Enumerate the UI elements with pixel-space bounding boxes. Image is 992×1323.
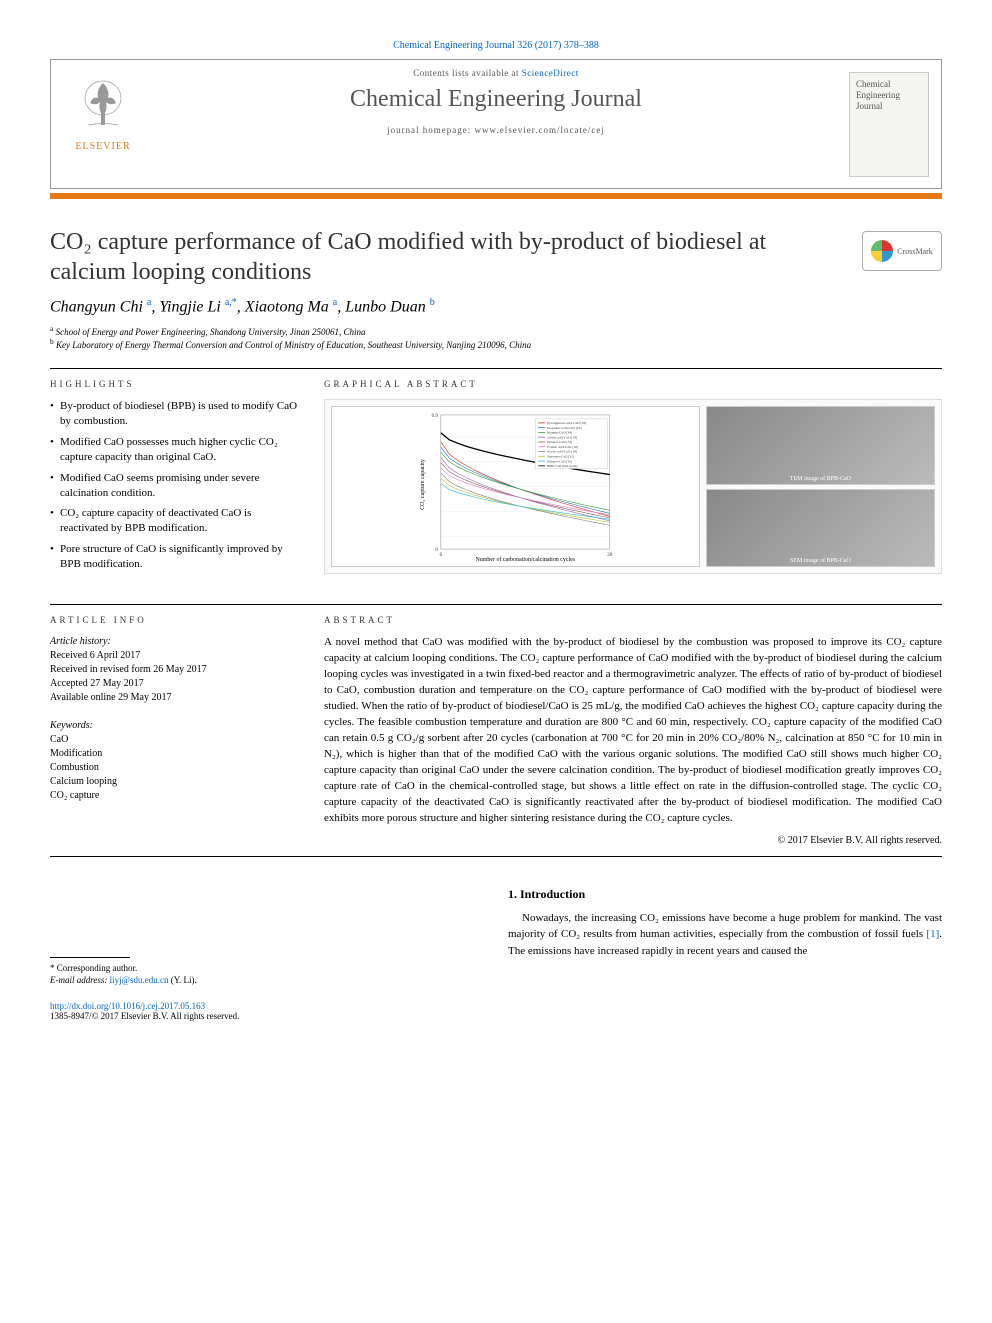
crossmark-icon	[871, 240, 893, 262]
svg-text:Formic acid-CaO [18]: Formic acid-CaO [18]	[547, 445, 578, 449]
journal-name: Chemical Engineering Journal	[51, 86, 941, 113]
ga-xlabel: Number of carbonation/calcination cycles	[475, 556, 575, 563]
ga-chart: Number of carbonation/calcination cycles…	[331, 406, 700, 567]
email-suffix: (Y. Li).	[168, 975, 196, 985]
elsevier-logo[interactable]: ELSEVIER	[63, 78, 143, 152]
graphical-abstract-section: GRAPHICAL ABSTRACT Number of carbonation…	[324, 379, 942, 574]
email-link[interactable]: liyj@sdu.edu.cn	[110, 975, 169, 985]
issn-line: 1385-8947/© 2017 Elsevier B.V. All right…	[50, 1011, 942, 1021]
keyword: CO₂ capture	[50, 789, 300, 803]
svg-text:BPB-CaO (this work): BPB-CaO (this work)	[547, 464, 577, 468]
keyword: Calcium looping	[50, 775, 300, 789]
footer-left-col: * Corresponding author. E-mail address: …	[50, 887, 484, 987]
article-info-section: ARTICLE INFO Article history: Received 6…	[50, 615, 300, 845]
affiliation-a-text: School of Energy and Power Engineering, …	[56, 327, 366, 337]
svg-text:Pyroligneous acid-CaO [18]: Pyroligneous acid-CaO [18]	[547, 421, 586, 425]
affiliation-b: b Key Laboratory of Energy Thermal Conve…	[50, 337, 942, 350]
abstract-section: ABSTRACT A novel method that CaO was mod…	[324, 615, 942, 845]
highlight-item: CO₂ capture capacity of deactivated CaO …	[50, 506, 300, 536]
article-title: CO₂ capture performance of CaO modified …	[50, 227, 830, 287]
article-info-head: ARTICLE INFO	[50, 615, 300, 625]
ga-tem-image: TEM image of BPB-CaO	[706, 406, 935, 485]
homepage-prefix: journal homepage:	[387, 125, 474, 135]
svg-text:0: 0	[435, 548, 438, 553]
abstract-head: ABSTRACT	[324, 615, 942, 625]
history-line: Accepted 27 May 2017	[50, 677, 300, 691]
keyword: Combustion	[50, 761, 300, 775]
doi-link[interactable]: http://dx.doi.org/10.1016/j.cej.2017.05.…	[50, 1001, 205, 1011]
ga-ylabel: CO₂ capture capacity	[420, 459, 426, 510]
highlight-item: Modified CaO possesses much higher cycli…	[50, 435, 300, 465]
svg-text:Manure-CaO [34]: Manure-CaO [34]	[547, 431, 572, 435]
keywords-label: Keywords:	[50, 719, 300, 733]
highlight-item: Pore structure of CaO is significantly i…	[50, 542, 300, 572]
intro-head: 1. Introduction	[508, 887, 942, 902]
abstract-copyright: © 2017 Elsevier B.V. All rights reserved…	[324, 835, 942, 846]
cover-title: Chemical Engineering Journal	[856, 79, 922, 111]
highlights-list: By-product of biodiesel (BPB) is used to…	[50, 399, 300, 571]
abstract-text: A novel method that CaO was modified wit…	[324, 635, 942, 826]
affiliation-a: a School of Energy and Power Engineering…	[50, 324, 942, 337]
history-line: Available online 29 May 2017	[50, 691, 300, 705]
rule-1	[50, 368, 942, 369]
authors: Changyun Chi a, Yingjie Li a,*, Xiaotong…	[50, 297, 942, 316]
svg-text:0: 0	[440, 553, 443, 558]
highlight-item: Modified CaO seems promising under sever…	[50, 471, 300, 501]
intro-col: 1. Introduction Nowadays, the increasing…	[508, 887, 942, 987]
affiliation-b-text: Key Laboratory of Energy Thermal Convers…	[56, 340, 531, 350]
orange-rule	[50, 193, 942, 199]
svg-text:Acetic acid-CaO [18]: Acetic acid-CaO [18]	[547, 450, 577, 454]
journal-header: ELSEVIER Contents lists available at Sci…	[50, 59, 942, 189]
ga-sem-image: SEM image of BPB-CaO	[706, 489, 935, 568]
highlights-section: HIGHLIGHTS By-product of biodiesel (BPB)…	[50, 379, 300, 594]
svg-text:Ethanol-CaO [19]: Ethanol-CaO [19]	[547, 441, 572, 445]
svg-text:0.9: 0.9	[432, 414, 439, 419]
svg-text:Oxalic acid-CaO [33]: Oxalic acid-CaO [33]	[547, 436, 577, 440]
svg-text:20: 20	[607, 553, 612, 558]
keyword: Modification	[50, 747, 300, 761]
contents-prefix: Contents lists available at	[413, 68, 521, 78]
rule-3	[50, 856, 942, 857]
history-line: Received in revised form 26 May 2017	[50, 663, 300, 677]
elsevier-name: ELSEVIER	[63, 141, 143, 152]
graphical-abstract-figure: Number of carbonation/calcination cycles…	[324, 399, 942, 574]
footnote-rule	[50, 957, 130, 958]
citation-link[interactable]: Chemical Engineering Journal 326 (2017) …	[393, 40, 599, 51]
ga-sem-label: SEM image of BPB-CaO	[790, 558, 851, 564]
corresponding-author: * Corresponding author.	[50, 962, 484, 975]
homepage-link[interactable]: www.elsevier.com/locate/cej	[475, 125, 605, 135]
crossmark-label: CrossMark	[897, 247, 933, 256]
email-line: E-mail address: liyj@sdu.edu.cn (Y. Li).	[50, 974, 484, 987]
affiliations: a School of Energy and Power Engineering…	[50, 324, 942, 350]
ref-1-link[interactable]: [1]	[926, 928, 939, 940]
journal-homepage: journal homepage: www.elsevier.com/locat…	[51, 125, 941, 135]
email-label: E-mail address:	[50, 975, 110, 985]
svg-text:Ethanol-CaO [35]: Ethanol-CaO [35]	[547, 460, 572, 464]
elsevier-tree-icon	[78, 78, 128, 133]
doi-line: http://dx.doi.org/10.1016/j.cej.2017.05.…	[50, 1001, 942, 1011]
history-line: Received 6 April 2017	[50, 649, 300, 663]
ga-tem-label: TEM image of BPB-CaO	[790, 476, 851, 482]
graphical-abstract-head: GRAPHICAL ABSTRACT	[324, 379, 942, 389]
intro-text: Nowadays, the increasing CO₂ emissions h…	[508, 910, 942, 960]
rule-2	[50, 604, 942, 605]
svg-text:Propionic acid-CaO [18]: Propionic acid-CaO [18]	[547, 426, 581, 430]
highlight-item: By-product of biodiesel (BPB) is used to…	[50, 399, 300, 429]
article-history-label: Article history:	[50, 635, 300, 649]
sciencedirect-link[interactable]: ScienceDirect	[522, 68, 579, 78]
crossmark-badge[interactable]: CrossMark	[862, 231, 942, 271]
keyword: CaO	[50, 733, 300, 747]
journal-cover[interactable]: Chemical Engineering Journal	[849, 72, 929, 177]
citation-bar: Chemical Engineering Journal 326 (2017) …	[50, 40, 942, 51]
svg-text:Seawater-CaO [31]: Seawater-CaO [31]	[547, 455, 574, 459]
highlights-head: HIGHLIGHTS	[50, 379, 300, 389]
contents-line: Contents lists available at ScienceDirec…	[51, 60, 941, 78]
